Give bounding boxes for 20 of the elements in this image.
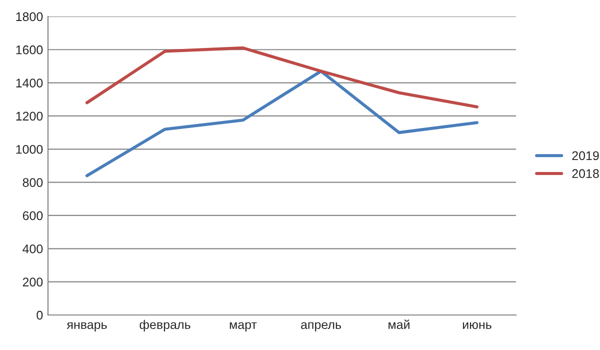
y-tick-label: 1800 [16, 12, 43, 22]
y-tick-label: 1600 [16, 45, 43, 54]
y-tick-label: 400 [22, 244, 43, 254]
legend-label: 2018 [572, 169, 599, 178]
y-tick-label: 200 [22, 278, 43, 286]
y-tick-label: 1000 [16, 144, 43, 154]
y-tick-label: 800 [22, 178, 43, 187]
legend-label: 2019 [572, 151, 599, 160]
x-tick-label: февраль [140, 320, 190, 332]
x-tick-label: июнь [462, 322, 492, 330]
y-tick-label: 0 [36, 310, 43, 320]
line-series [85, 46, 479, 108]
x-tick-label: март [230, 322, 257, 332]
y-tick-label: 1400 [16, 78, 43, 88]
line-series [85, 70, 479, 178]
y-tick-label: 600 [22, 211, 43, 220]
y-tick-label: 1200 [16, 112, 43, 121]
x-tick-label: январь [66, 322, 107, 332]
x-tick-label: май [388, 320, 410, 330]
x-tick-label: апрель [301, 322, 341, 332]
